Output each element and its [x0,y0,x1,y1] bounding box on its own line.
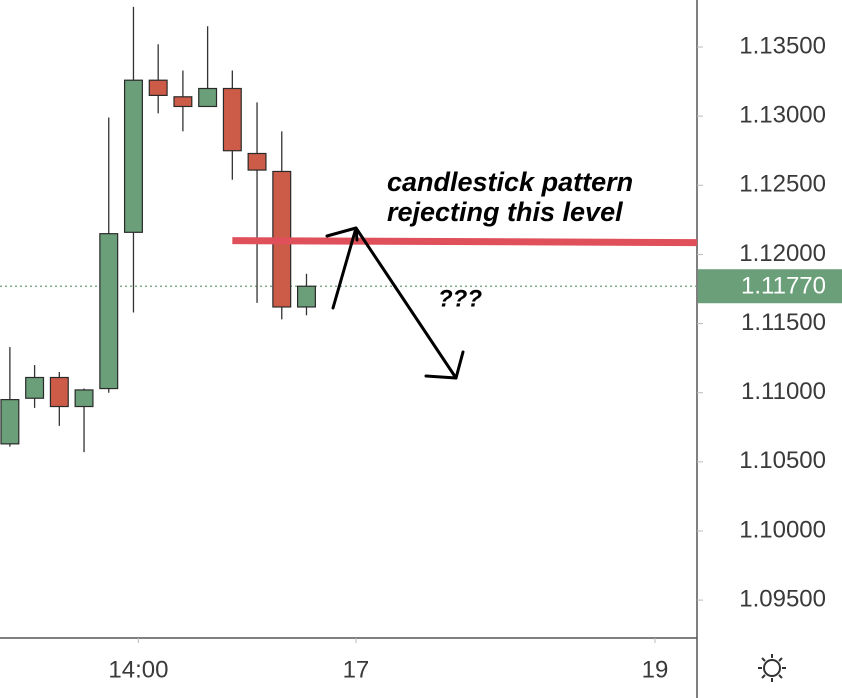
plot-layer: 1.09500 1.10000 1.10500 1.11000 1.11500 1.120… [0,6,842,683]
last-price-box [698,269,842,304]
candle-body [296,285,316,308]
drawn-arrows [325,226,465,380]
y-tick-label: 1.13000 [739,101,826,128]
y-tick-label: 1.10500 [739,447,826,474]
level-line [232,237,698,247]
candle-body [74,389,94,408]
candle-body [148,79,168,97]
candle-body [247,152,267,171]
y-tick-label: 1.12000 [739,240,826,267]
annotation: rejecting this level [387,197,623,227]
y-tick-label: 1.13500 [739,32,826,59]
candle-body [198,87,218,108]
candle-body [173,96,193,108]
y-tick-label: 1.10000 [739,516,826,543]
candle-body [49,376,69,408]
y-tick-label: 1.12500 [739,171,826,198]
x-tick-label: 17 [343,656,370,683]
x-tick-label: 14:00 [108,656,168,683]
y-tick-label: 1.09500 [739,585,826,612]
y-tick-label: 1.11000 [741,378,826,405]
settings-icon[interactable] [758,654,786,682]
x-tick-label: 19 [642,656,669,683]
candle-body [123,79,143,233]
candle-body [222,87,242,152]
annotation: candlestick pattern [387,167,633,197]
candle-body [99,233,119,390]
candle-body [25,376,45,399]
annotation: ??? [438,285,482,312]
candle-body [0,399,20,445]
last-price-label: 1.11770 [741,273,826,300]
y-tick-label: 1.11500 [741,309,826,336]
